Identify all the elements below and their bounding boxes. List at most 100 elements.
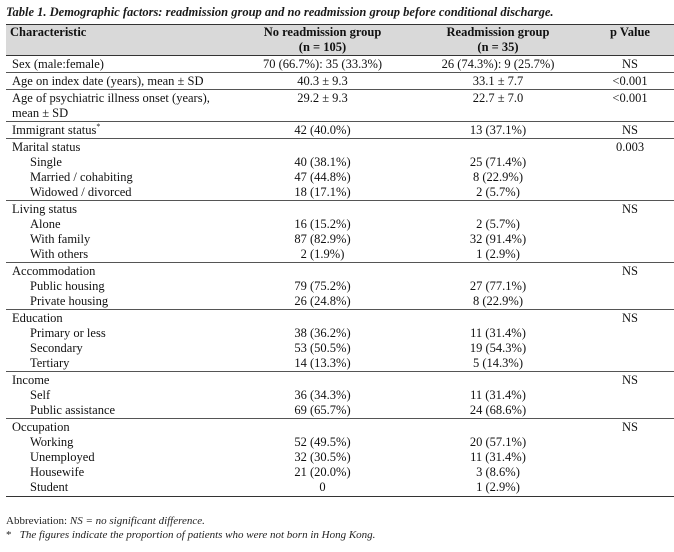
cell-no-readmission: 40.3 ± 9.3	[234, 72, 411, 90]
header-p-value: p Value	[585, 24, 674, 56]
table-row: Married / cohabiting 47 (44.8%) 8 (22.9%…	[6, 170, 674, 185]
cell-readmission: 13 (37.1%)	[411, 121, 585, 139]
group-label: Education	[6, 309, 234, 326]
table-row-occupation-heading: Occupation NS	[6, 418, 674, 435]
group-label: Occupation	[6, 418, 234, 435]
cell-readmission: 11 (31.4%)	[470, 450, 526, 464]
table-row: Alone 16 (15.2%) 2 (5.7%)	[6, 217, 674, 232]
cell-p-value: <0.001	[585, 89, 674, 122]
table-row-income-heading: Income NS	[6, 371, 674, 388]
table-row: Self 36 (34.3%) 11 (31.4%)	[6, 388, 674, 403]
cell-readmission: 33.1 ± 7.7	[411, 72, 585, 90]
table-row: Housewife 21 (20.0%) 3 (8.6%)	[6, 465, 674, 480]
table-row: Widowed / divorced 18 (17.1%) 2 (5.7%)	[6, 185, 674, 201]
cell-readmission: 5 (14.3%)	[473, 356, 523, 370]
header-readmission-n: (n = 35)	[477, 40, 519, 54]
cell-readmission: 11 (31.4%)	[470, 326, 526, 340]
cell-p-value: <0.001	[585, 72, 674, 90]
cell-no-readmission: 38 (36.2%)	[294, 326, 351, 340]
header-characteristic: Characteristic	[6, 24, 234, 56]
cell-no-readmission: 2 (1.9%)	[300, 247, 345, 261]
table-row: Tertiary 14 (13.3%) 5 (14.3%)	[6, 356, 674, 372]
table-row: Single 40 (38.1%) 25 (71.4%)	[6, 155, 674, 170]
row-label: Immigrant status*	[6, 121, 234, 139]
row-label: Age on index date (years), mean ± SD	[6, 72, 234, 90]
cell-p-value: 0.003	[585, 138, 674, 155]
table-row-accommodation-heading: Accommodation NS	[6, 262, 674, 279]
cell-readmission: 1 (2.9%)	[476, 247, 520, 261]
row-label: Tertiary	[30, 356, 70, 370]
footnote-immigrant: * The figures indicate the proportion of…	[6, 528, 375, 542]
cell-no-readmission: 21 (20.0%)	[294, 465, 351, 479]
footnote-star: *	[6, 529, 12, 541]
cell-no-readmission: 87 (82.9%)	[294, 232, 351, 246]
header-no-readmission: No readmission group (n = 105)	[234, 24, 411, 56]
row-label: Unemployed	[30, 450, 95, 464]
cell-readmission: 1 (2.9%)	[411, 480, 585, 497]
row-label: Secondary	[30, 341, 83, 355]
table-row: Public housing 79 (75.2%) 27 (77.1%)	[6, 279, 674, 294]
table-row-age-onset: Age of psychiatric illness onset (years)…	[6, 89, 674, 122]
cell-no-readmission: 79 (75.2%)	[294, 279, 351, 293]
row-label: Primary or less	[30, 326, 106, 340]
table-row: Working 52 (49.5%) 20 (57.1%)	[6, 435, 674, 450]
row-label: Student	[6, 480, 234, 497]
row-label: Age of psychiatric illness onset (years)…	[6, 89, 234, 122]
table-footnotes: Abbreviation: NS = no significant differ…	[6, 514, 375, 542]
table-row: Private housing 26 (24.8%) 8 (22.9%)	[6, 294, 674, 310]
header-no-readmission-title: No readmission group	[263, 25, 382, 39]
cell-no-readmission: 53 (50.5%)	[294, 341, 351, 355]
table-row: Unemployed 32 (30.5%) 11 (31.4%)	[6, 450, 674, 465]
group-label: Accommodation	[6, 262, 234, 279]
cell-no-readmission: 70 (66.7%): 35 (33.3%)	[234, 55, 411, 73]
cell-no-readmission: 32 (30.5%)	[294, 450, 351, 464]
cell-readmission: 3 (8.6%)	[476, 465, 520, 479]
table-caption: Table 1. Demographic factors: readmissio…	[6, 5, 554, 19]
row-label-line2: mean ± SD	[12, 106, 69, 120]
table-row: With family 87 (82.9%) 32 (91.4%)	[6, 232, 674, 247]
row-label: Private housing	[30, 294, 109, 308]
row-label-text: Immigrant status	[12, 123, 97, 137]
table-row-education-heading: Education NS	[6, 309, 674, 326]
group-label: Marital status	[6, 138, 234, 155]
cell-no-readmission: 0	[234, 480, 411, 497]
row-label: Public assistance	[30, 403, 116, 417]
header-readmission-title: Readmission group	[446, 25, 550, 39]
cell-readmission: 20 (57.1%)	[469, 435, 527, 449]
cell-readmission: 32 (91.4%)	[469, 232, 527, 246]
row-label: With others	[30, 247, 89, 261]
cell-p-value: NS	[585, 55, 674, 73]
row-label: Public housing	[30, 279, 105, 293]
footnote-marker: *	[96, 121, 101, 131]
cell-no-readmission: 42 (40.0%)	[234, 121, 411, 139]
cell-readmission: 19 (54.3%)	[469, 341, 527, 355]
cell-p-value: NS	[585, 262, 674, 279]
table-row: With others 2 (1.9%) 1 (2.9%)	[6, 247, 674, 263]
table-row: Public assistance 69 (65.7%) 24 (68.6%)	[6, 403, 674, 419]
table-row-age-index: Age on index date (years), mean ± SD 40.…	[6, 72, 674, 90]
row-label: Housewife	[30, 465, 85, 479]
table-row: Student 0 1 (2.9%)	[6, 480, 674, 497]
cell-p-value: NS	[585, 200, 674, 217]
footnote-abbreviation: Abbreviation: NS = no significant differ…	[6, 514, 375, 528]
footnote-abbreviation-text: NS = no significant difference.	[69, 515, 205, 527]
cell-no-readmission: 36 (34.3%)	[294, 388, 351, 402]
cell-no-readmission: 26 (24.8%)	[294, 294, 351, 308]
cell-no-readmission: 18 (17.1%)	[294, 185, 351, 199]
row-label: Single	[30, 155, 62, 169]
cell-no-readmission: 69 (65.7%)	[294, 403, 351, 417]
header-readmission: Readmission group (n = 35)	[411, 24, 585, 56]
cell-readmission: 11 (31.4%)	[470, 388, 526, 402]
cell-readmission: 2 (5.7%)	[476, 217, 520, 231]
cell-readmission: 2 (5.7%)	[476, 185, 520, 199]
cell-p-value: NS	[585, 309, 674, 326]
cell-readmission: 24 (68.6%)	[469, 403, 527, 417]
table-row: Secondary 53 (50.5%) 19 (54.3%)	[6, 341, 674, 356]
footnote-immigrant-text: The figures indicate the proportion of p…	[19, 529, 376, 541]
footnote-abbreviation-prefix: Abbreviation:	[6, 515, 70, 527]
row-label-line1: Age of psychiatric illness onset (years)…	[12, 91, 210, 105]
table-row-marital-heading: Marital status 0.003	[6, 138, 674, 155]
cell-readmission: 25 (71.4%)	[469, 155, 527, 169]
row-label: Widowed / divorced	[30, 185, 132, 199]
row-label: Working	[30, 435, 74, 449]
